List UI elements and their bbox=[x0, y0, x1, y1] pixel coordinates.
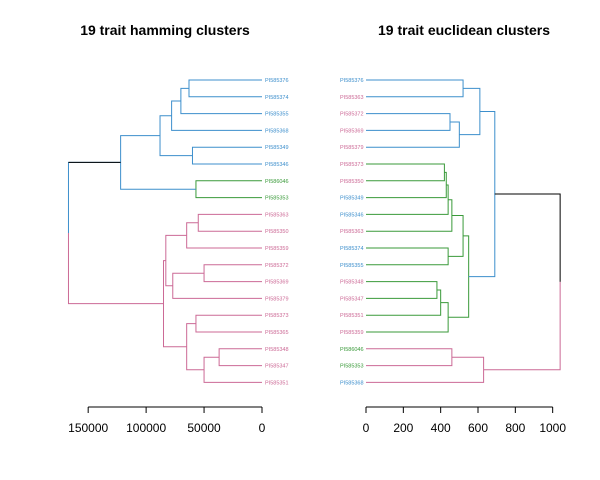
leaf-label: PI585347 bbox=[265, 364, 289, 370]
leaf-label: PI585347 bbox=[340, 296, 364, 302]
dendrogram-branch bbox=[448, 214, 464, 257]
leaf-label: PI585350 bbox=[265, 229, 289, 235]
leaf-label: PI585374 bbox=[265, 95, 289, 101]
leaf-label: PI585376 bbox=[340, 78, 364, 84]
leaf-label: PI585369 bbox=[340, 128, 364, 134]
leaf-label: PI585363 bbox=[340, 95, 364, 101]
dendrogram-branch bbox=[172, 272, 262, 299]
dendrogram-branch-root-lower bbox=[67, 233, 164, 305]
dendrogram-branch bbox=[165, 234, 187, 287]
leaf-label: PI586046 bbox=[265, 179, 289, 185]
dendrogram-branch bbox=[203, 356, 262, 383]
dendrogram-branch bbox=[195, 180, 262, 199]
dendrogram-branch bbox=[159, 115, 193, 157]
euclidean-dendrogram-panel: 19 trait euclidean clusters PI585376 PI58… bbox=[340, 22, 566, 435]
dendrogram-branch bbox=[366, 184, 449, 215]
dendrogram-branch-root-upper bbox=[494, 193, 561, 282]
dendrogram-branch bbox=[366, 289, 442, 316]
leaf-label: PI585373 bbox=[340, 162, 364, 168]
dendrogram-branch bbox=[366, 79, 464, 98]
leaf-label: PI586046 bbox=[340, 347, 364, 353]
dendrogram-branch bbox=[366, 121, 460, 148]
leaf-label: PI585365 bbox=[265, 330, 289, 336]
x-axis-tick-label: 50000 bbox=[187, 421, 221, 435]
dendrogram-branch bbox=[366, 163, 445, 182]
x-axis-tick-label: 0 bbox=[259, 421, 266, 435]
leaf-label: PI585372 bbox=[340, 112, 364, 118]
x-axis-tick-label: 800 bbox=[505, 421, 525, 435]
leaf-label: PI585359 bbox=[265, 246, 289, 252]
x-axis-tick-label: 100000 bbox=[126, 421, 166, 435]
x-axis-tick-label: 0 bbox=[363, 421, 370, 435]
leaf-label: PI585368 bbox=[340, 380, 364, 386]
leaf-label: PI585349 bbox=[265, 145, 289, 151]
dendrogram-branch bbox=[366, 199, 453, 232]
dendrogram-branch bbox=[195, 314, 262, 333]
x-axis-tick-label: 1000 bbox=[539, 421, 566, 435]
x-axis-tick-label: 400 bbox=[431, 421, 451, 435]
dendrogram-branch bbox=[197, 213, 262, 232]
leaf-label: PI585350 bbox=[340, 179, 364, 185]
dendrogram-branch-root-lower bbox=[483, 281, 561, 371]
leaf-label: PI585372 bbox=[265, 263, 289, 269]
hamming-dendrogram-panel: 19 trait hamming clusters PI585376 PI5853… bbox=[67, 22, 289, 435]
x-axis-tick-label: 200 bbox=[393, 421, 413, 435]
dendrogram-branch bbox=[468, 111, 496, 278]
dendrogram-branch bbox=[366, 281, 438, 299]
dendrogram-branch bbox=[120, 135, 196, 190]
dendrogram-branch bbox=[203, 264, 262, 283]
leaf-label: PI585346 bbox=[265, 162, 289, 168]
leaf-label: PI585346 bbox=[340, 212, 364, 218]
dendrogram-branch bbox=[186, 323, 205, 371]
dendrogram-branch bbox=[191, 146, 262, 165]
leaf-label: PI585369 bbox=[265, 280, 289, 286]
leaf-label: PI585349 bbox=[340, 196, 364, 202]
leaf-label: PI585368 bbox=[265, 128, 289, 134]
dendrogram-branch bbox=[366, 171, 447, 199]
leaf-label: PI585359 bbox=[340, 330, 364, 336]
leaf-label: PI585363 bbox=[265, 212, 289, 218]
dendrogram-branch bbox=[366, 356, 485, 383]
leaf-label: PI585379 bbox=[340, 145, 364, 151]
x-axis-tick-label: 150000 bbox=[68, 421, 108, 435]
leaf-label: PI585351 bbox=[340, 313, 364, 319]
leaf-label: PI585348 bbox=[265, 347, 289, 353]
dendrogram-branch bbox=[180, 87, 262, 115]
euclidean-chart-title: 19 trait euclidean clusters bbox=[378, 22, 550, 38]
leaf-label: PI585373 bbox=[265, 313, 289, 319]
dendrogram-branch bbox=[188, 79, 262, 98]
leaf-label: PI585355 bbox=[265, 112, 289, 118]
leaf-label: PI585355 bbox=[340, 263, 364, 269]
dendrogram-branch bbox=[366, 348, 453, 367]
dendrogram-branch bbox=[366, 247, 449, 266]
leaf-label: PI585374 bbox=[340, 246, 364, 252]
dendrogram-branch bbox=[366, 302, 449, 333]
leaf-label: PI585353 bbox=[265, 196, 289, 202]
dendrogram-branch bbox=[218, 348, 262, 367]
dendrogram-branch bbox=[366, 113, 451, 131]
leaf-label: PI585363 bbox=[340, 229, 364, 235]
hamming-chart-title: 19 trait hamming clusters bbox=[80, 22, 250, 38]
leaf-label: PI585348 bbox=[340, 280, 364, 286]
dendrogram-branch-root-upper bbox=[67, 161, 121, 234]
dendrogram-branch bbox=[171, 100, 262, 131]
leaf-label: PI585376 bbox=[265, 78, 289, 84]
leaf-label: PI585353 bbox=[340, 364, 364, 370]
leaf-label: PI585379 bbox=[265, 296, 289, 302]
x-axis-tick-label: 600 bbox=[468, 421, 488, 435]
leaf-label: PI585351 bbox=[265, 380, 289, 386]
dendrogram-branch bbox=[448, 235, 470, 318]
dendrogram-branch bbox=[459, 87, 481, 136]
